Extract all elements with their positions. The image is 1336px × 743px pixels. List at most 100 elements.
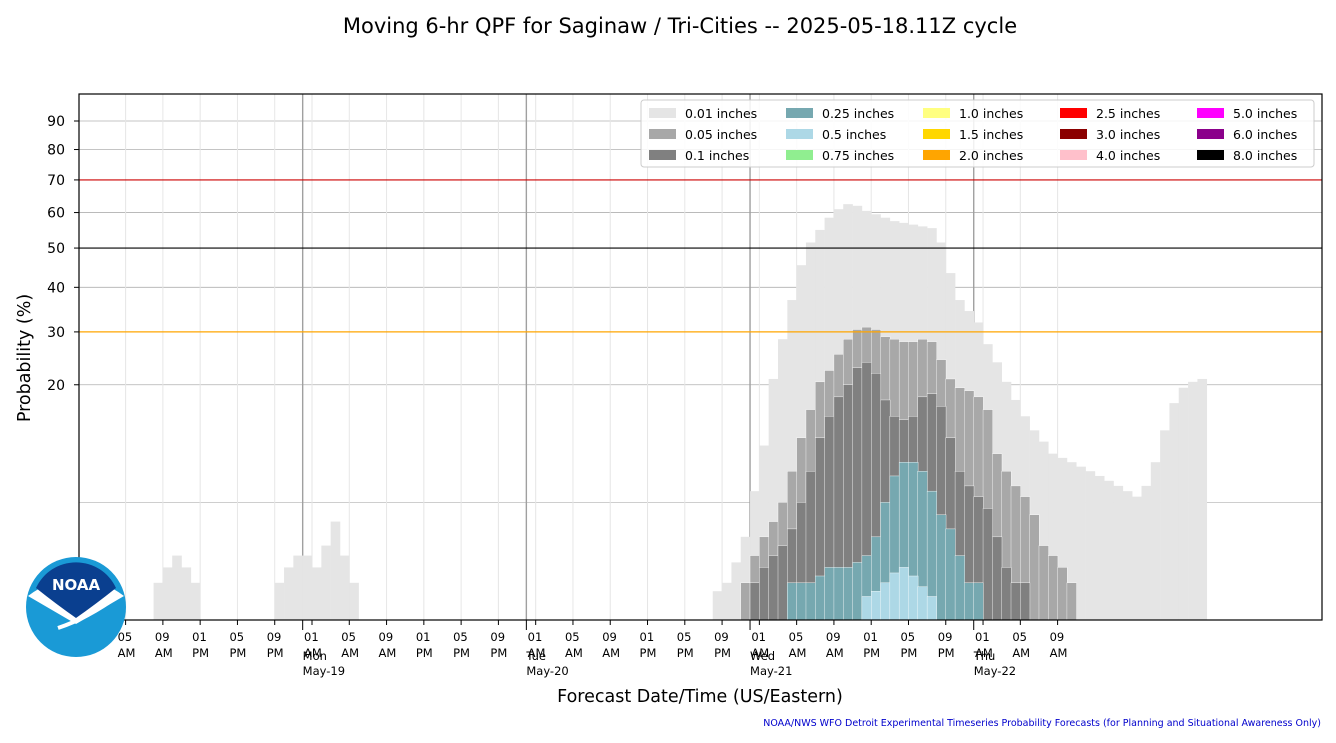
day-name: Wed <box>750 649 775 663</box>
day-date: May-22 <box>974 664 1016 678</box>
bar-0-1-inches <box>1001 567 1012 621</box>
bar-0-01-inches <box>740 536 751 620</box>
y-tick-label: 20 <box>47 378 65 394</box>
x-tick-ampm: AM <box>118 646 136 660</box>
bar-0-01-inches <box>162 567 173 620</box>
bar-0-01-inches <box>1169 403 1180 620</box>
legend-label: 0.5 inches <box>822 127 886 142</box>
bar-0-01-inches <box>1076 466 1086 620</box>
bar-0-01-inches <box>1122 491 1133 620</box>
bar-0-25-inches <box>954 555 965 621</box>
x-tick-hour: 05 <box>789 630 804 644</box>
x-tick-ampm: AM <box>379 646 397 660</box>
bar-0-01-inches <box>293 555 303 620</box>
bar-0-01-inches <box>190 582 201 620</box>
y-tick-label: 40 <box>47 280 65 296</box>
bar-0-01-inches <box>172 555 182 620</box>
bar-0-01-inches <box>1132 496 1142 620</box>
x-tick-hour: 01 <box>528 630 543 644</box>
bar-0-01-inches <box>1178 387 1189 620</box>
bar-0-25-inches <box>936 514 947 621</box>
bar-0-25-inches <box>833 567 844 621</box>
legend-label: 3.0 inches <box>1096 127 1160 142</box>
bar-0-05-inches <box>1029 514 1040 621</box>
legend-swatch <box>923 108 950 118</box>
bar-0-25-inches <box>824 567 835 621</box>
x-tick-hour: 05 <box>341 630 356 644</box>
legend-label: 0.25 inches <box>822 106 894 121</box>
x-tick-ampm: PM <box>490 646 507 660</box>
bar-0-01-inches <box>330 521 341 620</box>
bar-0-25-inches <box>964 582 975 621</box>
legend-swatch <box>649 129 676 139</box>
bar-0-25-inches <box>852 562 863 621</box>
bar-0-01-inches <box>181 567 192 620</box>
legend-swatch <box>786 129 813 139</box>
reference-lines <box>79 179 1322 333</box>
x-tick-ampm: PM <box>640 646 657 660</box>
y-tick-label: 70 <box>47 173 65 189</box>
x-tick-hour: 09 <box>379 630 394 644</box>
legend-swatch <box>1197 129 1224 139</box>
x-tick-ampm: AM <box>565 646 583 660</box>
bar-0-01-inches <box>284 567 294 620</box>
x-tick-hour: 05 <box>118 630 133 644</box>
day-date: May-21 <box>750 664 792 678</box>
x-tick-hour: 09 <box>938 630 953 644</box>
noaa-logo: NOAA <box>26 557 126 657</box>
x-tick-hour: 05 <box>565 630 580 644</box>
y-tick-label: 50 <box>47 241 65 257</box>
plot-frame <box>78 93 1323 621</box>
bar-0-5-inches <box>880 582 891 621</box>
legend-label: 1.5 inches <box>959 127 1023 142</box>
bar-0-05-inches <box>740 582 751 621</box>
x-tick-ampm: AM <box>975 646 993 660</box>
day-name: Thu <box>973 649 996 663</box>
x-tick-hour: 01 <box>863 630 878 644</box>
x-tick-ampm: PM <box>267 646 284 660</box>
legend-swatch <box>923 129 950 139</box>
bar-0-5-inches <box>861 596 872 621</box>
bar-0-01-inches <box>1066 462 1077 620</box>
legend-label: 5.0 inches <box>1233 106 1297 121</box>
bar-0-01-inches <box>1150 462 1161 620</box>
x-tick-hour: 05 <box>900 630 915 644</box>
bar-0-25-inches <box>945 528 956 621</box>
x-tick-ampm: PM <box>714 646 731 660</box>
y-tick-label: 80 <box>47 143 65 159</box>
x-tick-hour: 09 <box>155 630 170 644</box>
bar-0-01-inches <box>1141 485 1152 620</box>
bar-0-01-inches <box>1085 471 1096 620</box>
chart-title: Moving 6-hr QPF for Saginaw / Tri-Cities… <box>343 14 1017 38</box>
legend-swatch <box>786 108 813 118</box>
bar-0-01-inches <box>1094 475 1105 620</box>
x-tick-ampm: PM <box>900 646 917 660</box>
x-tick-hour: 09 <box>602 630 617 644</box>
x-tick-ampm: AM <box>1012 646 1030 660</box>
footer-note: NOAA/NWS WFO Detroit Experimental Timese… <box>763 718 1321 729</box>
bar-0-1-inches <box>759 567 770 621</box>
bar-0-05-inches <box>1048 555 1059 621</box>
x-tick-ampm: PM <box>453 646 470 660</box>
x-tick-ampm: PM <box>229 646 246 660</box>
legend-swatch <box>786 150 813 160</box>
bar-0-05-inches <box>1038 545 1049 621</box>
x-tick-ampm: AM <box>789 646 807 660</box>
legend-label: 0.05 inches <box>685 127 757 142</box>
day-date: May-19 <box>303 664 345 678</box>
bar-0-01-inches <box>1197 378 1208 620</box>
legend-label: 4.0 inches <box>1096 148 1160 163</box>
legend-label: 0.75 inches <box>822 148 894 163</box>
x-tick-hour: 01 <box>975 630 990 644</box>
x-tick-hour: 09 <box>267 630 282 644</box>
legend-label: 2.0 inches <box>959 148 1023 163</box>
x-tick-ampm: AM <box>602 646 620 660</box>
x-tick-ampm: PM <box>677 646 694 660</box>
legend-label: 8.0 inches <box>1233 148 1297 163</box>
bar-0-1-inches <box>768 555 779 621</box>
bar-0-1-inches <box>982 508 993 621</box>
bar-0-1-inches <box>777 545 788 621</box>
x-tick-ampm: AM <box>1050 646 1068 660</box>
bar-0-01-inches <box>778 339 788 620</box>
